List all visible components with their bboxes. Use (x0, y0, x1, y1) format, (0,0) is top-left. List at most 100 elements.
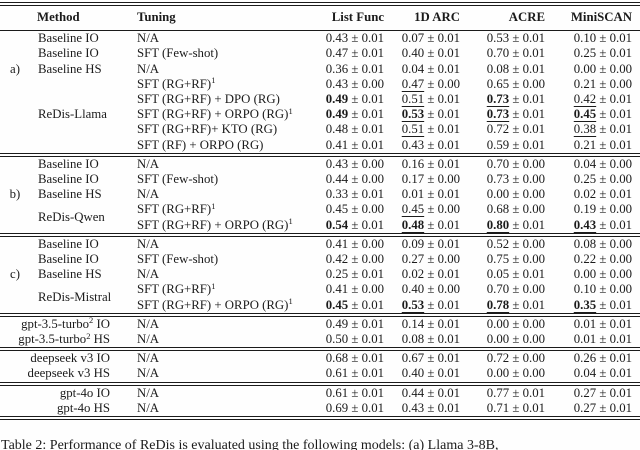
score-cell-1d-arc: 0.09 ± 0.01 (388, 235, 464, 252)
score-uncertainty: ± 0.01 (351, 366, 384, 381)
tuning-footnote-marker: 1 (288, 296, 293, 307)
score-cell-1d-arc: 0.40 ± 0.00 (388, 282, 464, 297)
score-uncertainty: ± 0.00 (427, 252, 460, 267)
score-uncertainty: ± 0.00 (599, 252, 632, 267)
score-uncertainty: ± 0.01 (351, 137, 384, 152)
score-value: 0.00 (486, 332, 510, 347)
group-label-cell (0, 282, 30, 297)
tuning-footnote-marker: 1 (211, 280, 216, 291)
table-row: gpt-4o IO N/A 0.61 ± 0.01 0.44 ± 0.01 0.77 ±… (0, 384, 640, 401)
score-uncertainty: ± 0.01 (427, 351, 460, 366)
score-cell-miniscan: 0.04 ± 0.00 (549, 155, 640, 172)
score-uncertainty: ± 0.00 (427, 172, 460, 187)
table-section-b: Baseline IO N/A 0.43 ± 0.00 0.16 ± 0.01 0.70… (0, 154, 640, 235)
score-cell-miniscan: 0.00 ± 0.00 (549, 267, 640, 282)
score-value: 0.42 (573, 92, 597, 107)
score-uncertainty: ± 0.00 (351, 172, 384, 187)
group-label: c) (10, 267, 20, 282)
score-uncertainty: ± 0.01 (599, 107, 632, 122)
score-cell-1d-arc: 0.51 ± 0.01 (388, 92, 464, 107)
score-uncertainty: ± 0.00 (599, 172, 632, 187)
score-value: 0.01 (401, 187, 425, 202)
score-cell-list-func: 0.49 ± 0.01 (302, 107, 388, 122)
method-cell: gpt-3.5-turbo2 HS (0, 330, 130, 349)
score-value: 0.54 (325, 217, 349, 232)
score-uncertainty: ± 0.01 (512, 400, 545, 415)
tuning-name: N/A (137, 187, 160, 202)
score-cell-miniscan: 0.25 ± 0.01 (549, 46, 640, 61)
score-value: 0.75 (486, 252, 510, 267)
score-value: 0.50 (325, 332, 349, 347)
tuning-name: N/A (137, 61, 160, 76)
group-label: b) (9, 187, 21, 202)
method-footnote-marker: 2 (89, 315, 94, 326)
score-uncertainty: ± 0.01 (599, 187, 632, 202)
score-cell-miniscan: 0.10 ± 0.00 (549, 282, 640, 297)
method-name: ReDis-Qwen (38, 210, 105, 225)
score-uncertainty: ± 0.01 (427, 267, 460, 282)
score-cell-miniscan: 0.42 ± 0.01 (549, 92, 640, 107)
score-value: 0.19 (573, 202, 597, 217)
method-variant: HS (90, 332, 110, 347)
score-cell-acre: 0.00 ± 0.00 (464, 315, 549, 332)
score-cell-acre: 0.73 ± 0.01 (464, 92, 549, 107)
score-value: 0.40 (401, 46, 425, 61)
header-spacer (0, 4, 30, 31)
score-cell-list-func: 0.41 ± 0.00 (302, 282, 388, 297)
score-cell-list-func: 0.49 ± 0.01 (302, 92, 388, 107)
method-cell: gpt-3.5-turbo2 IO (0, 315, 130, 332)
score-uncertainty: ± 0.01 (351, 297, 384, 312)
score-cell-acre: 0.70 ± 0.00 (464, 282, 549, 297)
method-name: gpt-3.5-turbo (21, 316, 90, 331)
score-value: 0.65 (486, 76, 510, 91)
score-uncertainty: ± 0.00 (512, 202, 545, 217)
method-name: Baseline HS (38, 61, 102, 76)
score-cell-acre: 0.52 ± 0.00 (464, 235, 549, 252)
table-row: b) Baseline HS N/A 0.33 ± 0.01 0.01 ± 0.01 0.… (0, 187, 640, 202)
score-uncertainty: ± 0.00 (512, 316, 545, 331)
group-label-cell (0, 202, 30, 217)
score-cell-miniscan: 0.01 ± 0.01 (549, 315, 640, 332)
score-uncertainty: ± 0.00 (512, 332, 545, 347)
group-label-cell (0, 31, 30, 47)
method-cell: Baseline HS (30, 187, 130, 202)
score-value: 0.43 (401, 137, 425, 152)
score-value: 0.68 (325, 351, 349, 366)
score-cell-acre: 0.53 ± 0.01 (464, 31, 549, 47)
table-caption-text: Table 2: Performance of ReDis is evaluat… (1, 438, 499, 450)
score-uncertainty: ± 0.01 (427, 187, 460, 202)
score-value: 0.53 (401, 107, 425, 122)
score-uncertainty: ± 0.01 (599, 400, 632, 415)
score-value: 0.21 (573, 137, 597, 152)
table-row: ReDis-Mistral SFT (RG+RF)1 0.41 ± 0.00 0.40… (0, 280, 640, 304)
table-row: SFT (RG+RF) + ORPO (RG)1 0.45 ± 0.01 0.53 … (0, 296, 640, 315)
score-cell-miniscan: 0.04 ± 0.01 (549, 366, 640, 383)
method-cell: Baseline IO (30, 46, 130, 61)
score-value: 0.00 (573, 267, 597, 282)
score-cell-miniscan: 0.01 ± 0.01 (549, 332, 640, 349)
score-value: 0.04 (573, 366, 597, 381)
column-header-method: Method (37, 10, 80, 24)
score-cell-list-func: 0.43 ± 0.00 (302, 155, 388, 172)
tuning-name: SFT (Few-shot) (137, 252, 219, 267)
score-uncertainty: ± 0.01 (512, 217, 545, 232)
tuning-cell: SFT (RG+RF)+ KTO (RG) (130, 122, 302, 137)
score-cell-list-func: 0.36 ± 0.01 (302, 62, 388, 77)
score-uncertainty: ± 0.00 (599, 236, 632, 251)
score-cell-miniscan: 0.08 ± 0.00 (549, 235, 640, 252)
method-footnote-marker: 2 (86, 330, 91, 341)
score-cell-acre: 0.73 ± 0.01 (464, 107, 549, 122)
method-name: Baseline IO (38, 46, 99, 61)
score-value: 0.07 (401, 31, 425, 46)
score-value: 0.78 (486, 297, 510, 312)
score-cell-list-func: 0.47 ± 0.01 (302, 46, 388, 61)
score-uncertainty: ± 0.01 (512, 267, 545, 282)
score-value: 0.09 (401, 236, 425, 251)
tuning-footnote-marker: 1 (211, 200, 216, 211)
score-value: 0.48 (401, 217, 425, 232)
score-value: 0.70 (486, 156, 510, 171)
score-cell-1d-arc: 0.04 ± 0.01 (388, 62, 464, 77)
method-name: Baseline IO (38, 31, 99, 46)
score-value: 0.08 (486, 61, 510, 76)
score-uncertainty: ± 0.01 (599, 332, 632, 347)
